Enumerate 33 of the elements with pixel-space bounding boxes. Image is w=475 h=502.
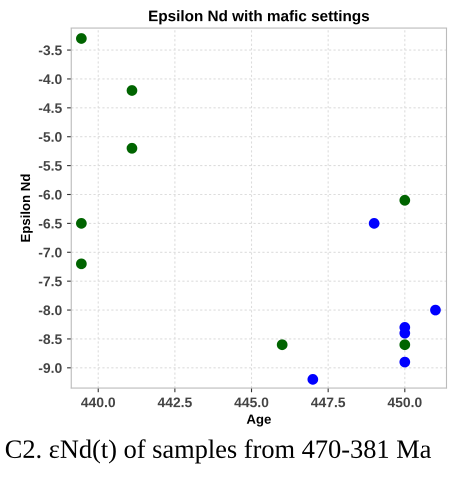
point xyxy=(307,374,318,385)
point xyxy=(399,339,410,350)
y-tick-label: -6.5 xyxy=(38,218,62,229)
y-tick-label: -8.5 xyxy=(38,334,62,344)
point xyxy=(126,142,138,154)
point xyxy=(76,258,87,270)
x-tick-label: 440.0 xyxy=(81,397,116,408)
y-tick-label: -5.0 xyxy=(38,132,62,142)
x-tick-label: 442.5 xyxy=(158,397,192,408)
y-tick-label: -3.5 xyxy=(38,45,62,56)
point xyxy=(368,218,380,229)
point xyxy=(126,85,138,96)
text: C2. εNd(t) of samples from 470-381 Ma xyxy=(6,439,432,464)
y-tick-label: -9.0 xyxy=(38,363,62,373)
x-tick-label: 445.0 xyxy=(234,397,268,408)
y-tick-label: -8.0 xyxy=(38,305,62,316)
point xyxy=(76,33,87,44)
y-tick-label: -4.5 xyxy=(38,103,62,114)
x-tick-label: 450.0 xyxy=(388,397,422,408)
y-tick-label: -7.5 xyxy=(38,276,62,286)
point xyxy=(430,304,441,316)
y-tick-label: -6.0 xyxy=(38,190,62,200)
y-tick-label: -7.0 xyxy=(38,248,62,258)
point xyxy=(399,194,410,206)
x-axis-title: Age xyxy=(246,414,271,426)
x-tick-label: 447.5 xyxy=(310,398,346,408)
y-axis-title: Epsilon Nd xyxy=(20,174,33,242)
point xyxy=(399,356,410,368)
y-tick-label: -5.5 xyxy=(38,161,62,171)
chart-title: Epsilon Nd with mafic settings xyxy=(149,10,370,24)
point xyxy=(276,339,288,350)
point xyxy=(76,218,87,229)
y-tick-label: -4.0 xyxy=(38,74,62,84)
